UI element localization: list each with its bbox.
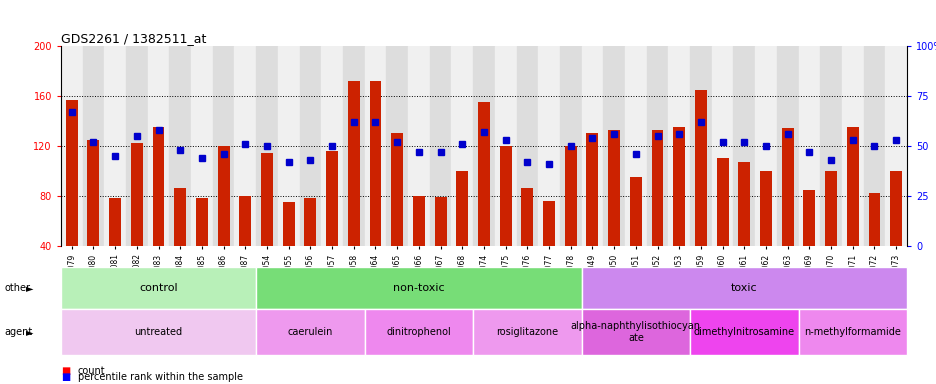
Bar [543,201,554,246]
Bar [499,146,511,246]
Text: percentile rank within the sample: percentile rank within the sample [78,372,242,382]
Bar [607,130,620,246]
Bar [477,102,490,246]
Text: other: other [5,283,31,293]
Bar [413,196,424,246]
Bar [586,133,598,246]
Bar [537,46,560,246]
Bar [473,46,494,246]
Text: ►: ► [26,327,34,337]
Bar [239,196,251,246]
Bar [560,46,581,246]
Bar [520,188,533,246]
Bar [153,127,165,246]
Bar [456,171,468,246]
Bar [304,198,316,246]
Bar [889,171,901,246]
Text: alpha-naphthylisothiocyan
ate: alpha-naphthylisothiocyan ate [570,321,700,343]
Bar [797,46,819,246]
Bar [689,46,711,246]
Text: untreated: untreated [135,327,183,337]
Bar [347,81,359,246]
Bar [754,46,776,246]
Bar [391,133,402,246]
Bar [212,46,234,246]
Bar [434,197,446,246]
Bar [131,143,142,246]
Bar [191,46,212,246]
Bar [581,46,603,246]
Bar [841,46,863,246]
Bar [261,153,272,246]
Bar [386,46,407,246]
Bar [343,46,364,246]
Bar [776,46,797,246]
Bar [104,46,125,246]
Bar [66,100,78,246]
Bar [716,158,728,246]
Bar [781,128,793,246]
Bar [863,46,885,246]
Text: ►: ► [26,283,34,293]
Bar [629,177,641,246]
Bar [174,188,186,246]
Bar [603,46,624,246]
Text: dimethylnitrosamine: dimethylnitrosamine [693,327,794,337]
Text: count: count [78,366,105,376]
Bar [673,127,684,246]
Bar [733,46,754,246]
Text: GDS2261 / 1382511_at: GDS2261 / 1382511_at [61,32,206,45]
Bar [196,198,208,246]
Bar [87,140,99,246]
Bar [451,46,473,246]
Text: n-methylformamide: n-methylformamide [803,327,900,337]
Bar [846,127,857,246]
Bar [430,46,451,246]
Bar [148,46,169,246]
Bar [234,46,256,246]
Bar [516,46,537,246]
Text: ■: ■ [61,372,70,382]
Bar [624,46,646,246]
Bar [82,46,104,246]
Text: caerulein: caerulein [287,327,332,337]
Bar [494,46,516,246]
Bar [369,81,381,246]
Text: toxic: toxic [730,283,757,293]
Bar [110,198,121,246]
Bar [326,151,338,246]
Bar [278,46,300,246]
Bar [364,46,386,246]
Text: non-toxic: non-toxic [392,283,445,293]
Bar [802,190,814,246]
Bar [125,46,148,246]
Bar [646,46,667,246]
Bar [759,171,771,246]
Bar [300,46,321,246]
Bar [407,46,430,246]
Text: dinitrophenol: dinitrophenol [386,327,451,337]
Bar [667,46,689,246]
Bar [256,46,278,246]
Bar [695,90,706,246]
Bar [283,202,294,246]
Bar [321,46,343,246]
Bar [738,162,750,246]
Bar [711,46,733,246]
Bar [217,146,229,246]
Text: ■: ■ [61,366,70,376]
Bar [651,130,663,246]
Text: control: control [139,283,178,293]
Text: rosiglitazone: rosiglitazone [496,327,558,337]
Bar [825,171,836,246]
Bar [819,46,841,246]
Bar [885,46,906,246]
Bar [61,46,82,246]
Bar [868,194,880,246]
Bar [169,46,191,246]
Text: agent: agent [5,327,33,337]
Bar [564,146,576,246]
